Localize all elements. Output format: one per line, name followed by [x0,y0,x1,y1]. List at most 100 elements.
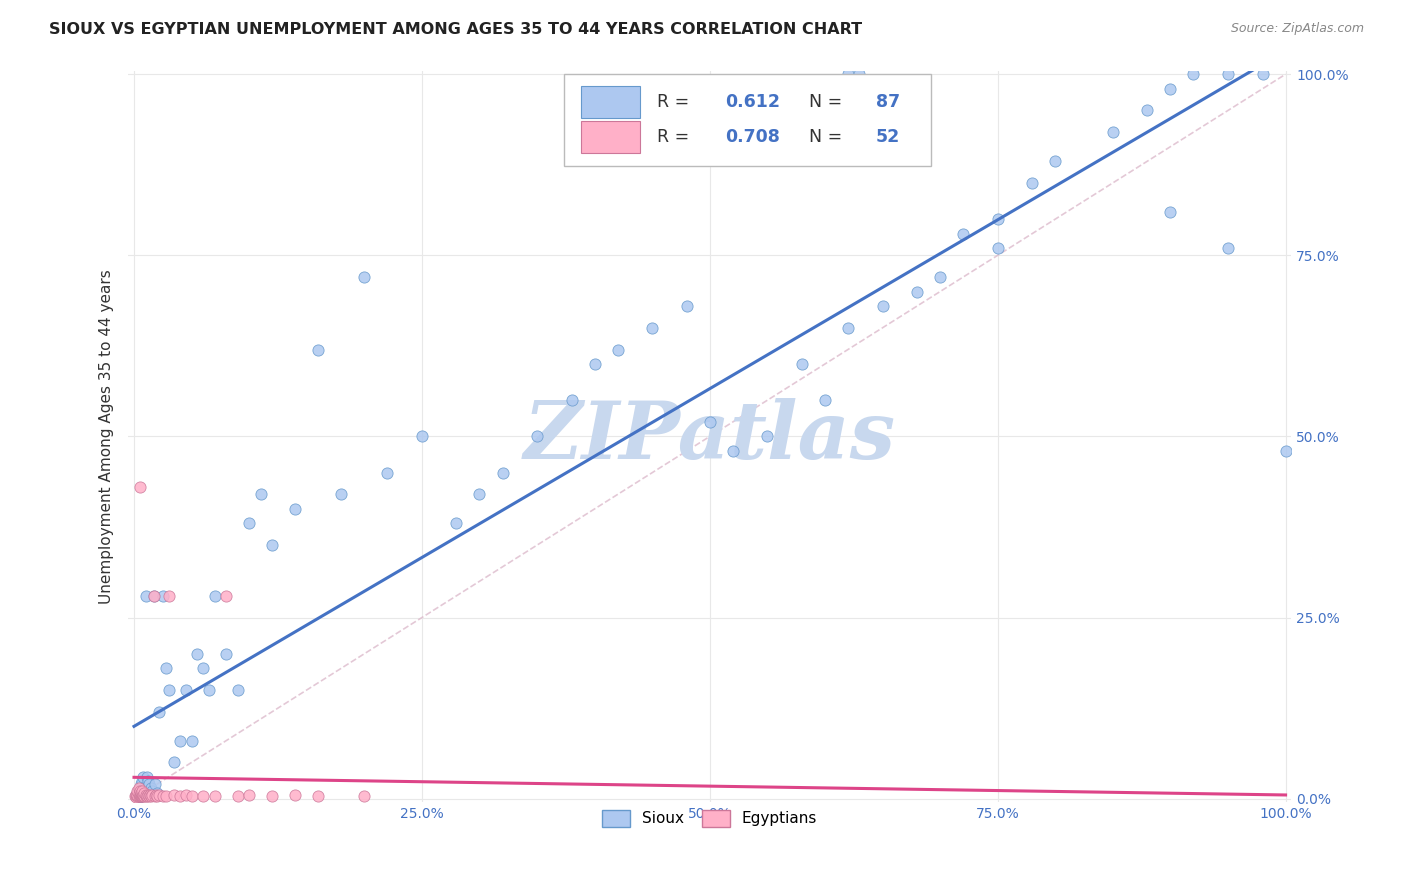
Point [125,788,148,802]
Point [135,788,157,802]
Point [136,788,159,802]
Point [987,241,1010,255]
Point [238,516,260,531]
Point [1251,67,1274,81]
Point [128,787,150,801]
Point [163,788,186,802]
Text: N =: N = [808,93,848,112]
Point [138,777,160,791]
Point [468,487,491,501]
Text: R =: R = [658,128,695,146]
Point [134,786,156,800]
Point [128,790,150,805]
Point [721,444,744,458]
Point [128,784,150,798]
Point [952,227,974,241]
Point [180,789,202,804]
Point [134,789,156,804]
Legend: Sioux, Egyptians: Sioux, Egyptians [595,802,825,835]
Point [128,784,150,798]
Point [1021,176,1043,190]
Point [139,788,162,802]
Point [186,647,208,661]
Point [129,789,152,804]
Point [139,788,162,802]
Point [929,270,952,285]
Point [131,788,153,802]
Text: R =: R = [658,93,695,112]
Point [129,786,152,800]
Point [169,789,191,804]
Point [129,777,152,791]
Point [142,589,165,603]
Point [127,788,149,802]
Point [330,487,353,501]
Point [699,415,721,429]
Point [1159,81,1181,95]
Point [353,270,375,285]
Point [191,661,214,675]
Point [174,683,197,698]
Point [155,789,177,804]
Point [353,789,375,804]
Point [204,589,226,603]
Point [128,780,150,795]
FancyBboxPatch shape [581,121,640,153]
Point [141,788,163,802]
Point [143,777,166,791]
Point [215,589,238,603]
Point [141,784,163,798]
Point [284,788,307,802]
Point [152,789,174,804]
Point [1216,67,1239,81]
Point [146,786,169,800]
Point [127,789,149,804]
Point [128,780,150,795]
Point [191,789,214,804]
Point [135,789,157,804]
Point [1101,125,1123,139]
Point [132,788,155,802]
Point [129,789,152,803]
Point [138,789,160,804]
Point [141,780,163,795]
Point [135,789,157,804]
Text: SIOUX VS EGYPTIAN UNEMPLOYMENT AMONG AGES 35 TO 44 YEARS CORRELATION CHART: SIOUX VS EGYPTIAN UNEMPLOYMENT AMONG AGE… [49,22,862,37]
Point [226,683,249,698]
Point [132,788,155,802]
Point [148,705,170,719]
Y-axis label: Unemployment Among Ages 35 to 44 years: Unemployment Among Ages 35 to 44 years [100,269,114,604]
Point [131,787,153,801]
Point [135,589,157,603]
Point [307,343,329,357]
Point [1216,241,1239,255]
Point [128,787,150,801]
Point [127,786,149,800]
Point [1274,444,1296,458]
Point [131,784,153,798]
Point [1182,67,1205,81]
Point [606,343,628,357]
Point [491,466,513,480]
FancyBboxPatch shape [564,74,931,166]
Point [526,429,548,443]
Point [128,788,150,802]
Point [152,589,174,603]
Point [1045,154,1067,169]
Point [131,773,153,788]
Point [561,393,583,408]
Point [837,320,859,334]
Point [848,67,870,81]
Point [148,788,170,802]
Point [134,787,156,801]
Point [163,756,186,770]
Text: 0.612: 0.612 [725,93,780,112]
Point [125,788,148,802]
Point [872,299,894,313]
Text: N =: N = [808,128,848,146]
Point [284,501,307,516]
Text: ZIPatlas: ZIPatlas [523,398,896,475]
Point [249,487,271,501]
Point [583,357,606,371]
Point [127,784,149,798]
